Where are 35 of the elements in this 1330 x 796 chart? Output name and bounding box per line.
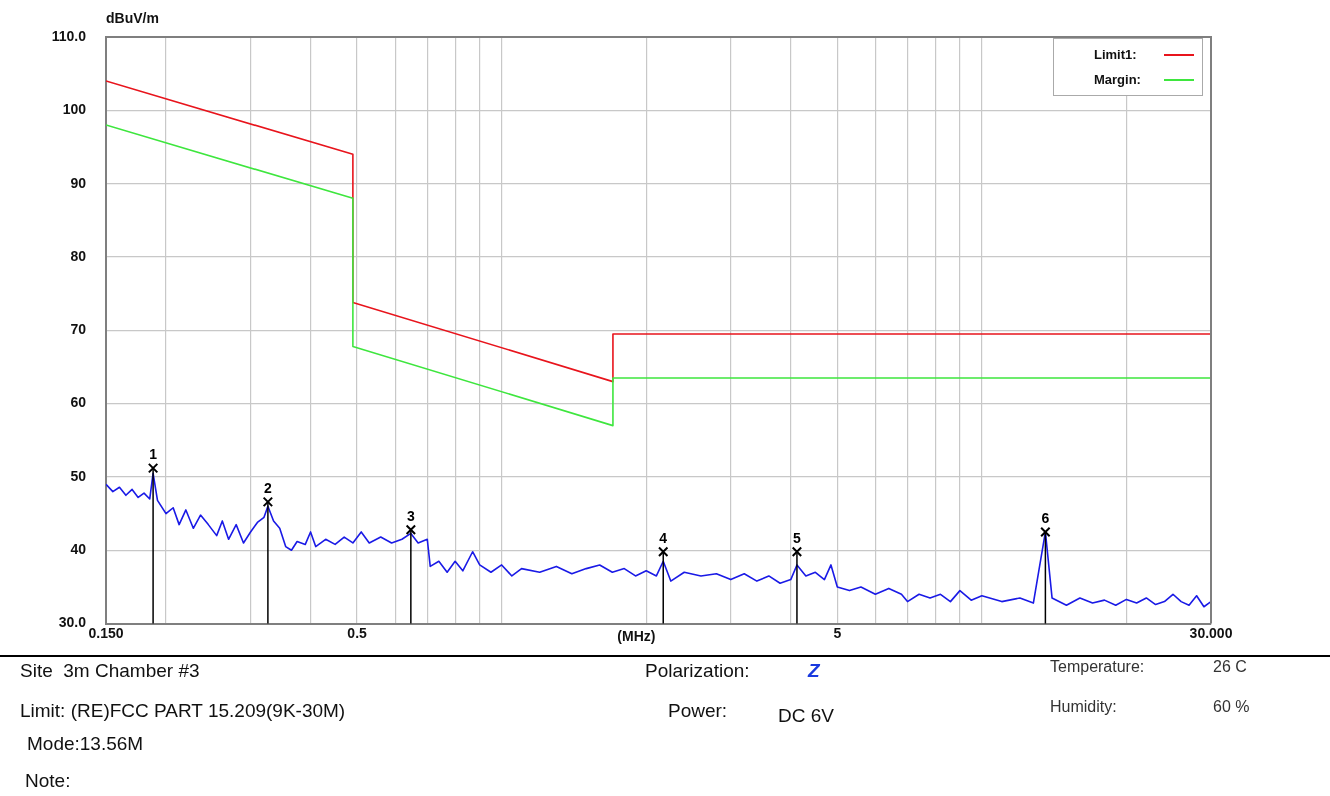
annotation: 4 xyxy=(659,529,668,546)
legend-label: Limit1: xyxy=(1094,47,1138,62)
text: DC 6V xyxy=(778,705,834,727)
y-tick-label: 30.0 xyxy=(58,614,87,631)
y-tick-label: 40 xyxy=(70,541,87,558)
text: Power: xyxy=(668,700,728,722)
text: Mode:13.56M xyxy=(27,733,144,755)
y-tick-label: 80 xyxy=(70,247,87,264)
annotation: 1 xyxy=(149,446,158,463)
y-tick-label: 70 xyxy=(70,321,87,338)
text: Note: xyxy=(25,770,71,792)
y-tick-label: 110.0 xyxy=(51,27,87,44)
text: Limit: (RE)FCC PART 15.209(9K-30M) xyxy=(20,700,346,722)
text: Z xyxy=(808,660,820,682)
y-tick-label: 90 xyxy=(70,174,87,191)
annotation: 6 xyxy=(1041,509,1050,526)
y-tick-label: 50 xyxy=(70,467,87,484)
annotation: 5 xyxy=(793,529,802,546)
x-tick-label: 0.5 xyxy=(347,624,368,641)
text: 60 % xyxy=(1213,698,1250,716)
text: Polarization: xyxy=(645,660,750,682)
text: Humidity: xyxy=(1050,698,1117,716)
y-tick-label: 60 xyxy=(70,394,87,411)
y-tick-label: 100 xyxy=(62,101,87,118)
annotation: 2 xyxy=(264,479,272,496)
legend-label: Margin: xyxy=(1094,72,1142,87)
x-tick-label: 5 xyxy=(833,624,842,641)
text: Temperature: xyxy=(1050,658,1145,676)
annotation: 3 xyxy=(406,507,415,524)
x-axis-title: (MHz) xyxy=(617,628,656,645)
text: 26 C xyxy=(1213,658,1247,676)
text: Site 3m Chamber #3 xyxy=(20,660,200,682)
x-tick-label: 30.000 xyxy=(1189,624,1233,641)
x-tick-label: 0.150 xyxy=(88,624,124,641)
y-axis-title: dBuV/m xyxy=(106,9,159,26)
